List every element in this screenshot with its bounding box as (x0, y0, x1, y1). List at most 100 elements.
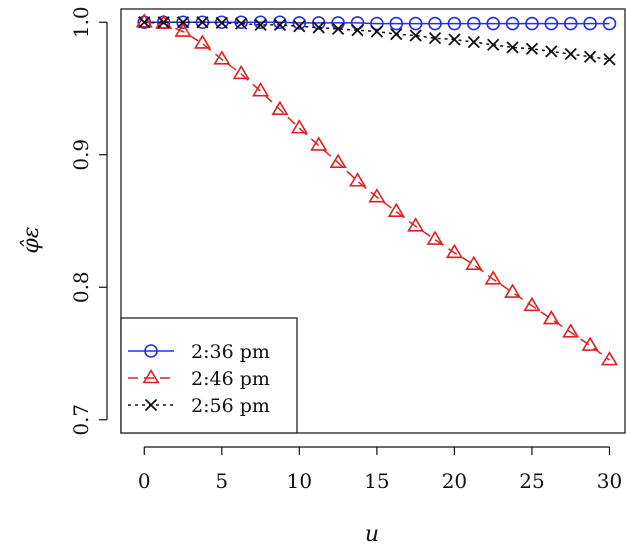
y-tick-label: 0.8 (69, 271, 93, 303)
series-x (138, 16, 616, 66)
data-point-circle (428, 16, 442, 31)
data-point-x-stroke (144, 398, 158, 412)
x-tick-label: 15 (364, 469, 389, 493)
data-point-circle (292, 16, 307, 30)
data-point-x-stroke (293, 20, 306, 33)
data-point-circle (350, 16, 365, 30)
data-point-triangle (523, 296, 541, 312)
series-line (144, 21, 610, 361)
data-point-triangle (142, 368, 160, 384)
data-point-x-stroke (254, 18, 267, 32)
data-point-x-stroke (448, 33, 461, 46)
data-point-x-stroke (487, 38, 500, 51)
x-axis-label: u (365, 522, 379, 547)
series-triangle (135, 13, 619, 366)
data-point-circle (486, 16, 500, 31)
data-point-triangle (562, 323, 580, 338)
data-point-x-stroke (545, 45, 558, 58)
data-point-x (603, 53, 616, 66)
data-point-circle (447, 16, 462, 31)
data-point-x-stroke (215, 16, 228, 30)
x-tick-label: 10 (287, 469, 312, 493)
data-point-circle (583, 16, 597, 31)
data-point-triangle (581, 336, 599, 351)
data-point-circle (234, 15, 248, 30)
legend-label: 2:56 pm (191, 395, 270, 417)
data-point-x (312, 21, 325, 34)
y-tick-label: 0.7 (69, 404, 93, 436)
data-point-circle (602, 16, 617, 31)
data-point-x (196, 16, 209, 29)
data-point-circle (273, 15, 287, 30)
data-point-circle (505, 16, 520, 31)
data-point-x-stroke (583, 50, 597, 63)
data-point-triangle (329, 153, 347, 168)
data-point-x (370, 25, 384, 38)
data-point-triangle (600, 351, 619, 366)
data-point-x (583, 50, 597, 63)
data-point-triangle (542, 309, 560, 325)
data-point-x (487, 38, 500, 51)
data-point-x (428, 32, 442, 45)
data-point-x-stroke (351, 24, 364, 37)
data-point-x-stroke (196, 16, 209, 29)
data-point-x (448, 33, 461, 46)
data-point-x-stroke (138, 16, 151, 29)
data-point-triangle (252, 82, 270, 97)
data-point-triangle (232, 64, 250, 80)
legend-label: 2:46 pm (191, 368, 270, 390)
data-point-triangle (465, 255, 483, 271)
data-point-x (564, 47, 577, 61)
data-point-x (525, 42, 539, 55)
data-point-x (144, 398, 158, 412)
data-point-x-stroke (390, 28, 403, 41)
legend: 2:36 pm 2:46 pm 2:56 pm (120, 317, 298, 434)
data-point-triangle (504, 283, 522, 298)
data-point-circle (408, 16, 423, 31)
axes: 0 5 10 15 20 25 30 0.7 0.8 0.9 1.0 (69, 6, 622, 493)
data-point-x (390, 28, 403, 41)
y-tick-label: 1.0 (69, 6, 93, 38)
data-point-x (467, 35, 480, 49)
data-point-triangle (193, 34, 211, 49)
x-tick-label: 0 (138, 469, 151, 493)
data-point-x (351, 24, 364, 37)
y-axis-label: φ̂ε (19, 226, 44, 253)
data-point-x-stroke (525, 42, 539, 55)
data-point-circle (389, 16, 404, 31)
data-point-x (545, 45, 558, 58)
data-point-circle (311, 16, 326, 30)
y-tick-label: 0.9 (69, 139, 93, 171)
data-point-x-stroke (273, 18, 287, 32)
data-point-circle (466, 16, 481, 31)
data-point-circle (563, 16, 578, 31)
data-point-x (273, 18, 287, 32)
series-layer (135, 13, 619, 366)
data-point-x (331, 22, 345, 36)
data-point-circle (544, 16, 559, 31)
data-point-triangle (271, 100, 289, 115)
data-point-triangle (484, 270, 502, 285)
data-point-triangle (135, 13, 153, 28)
data-point-x-stroke (370, 25, 384, 38)
data-point-triangle (290, 119, 308, 134)
legend-box (120, 317, 298, 434)
data-point-triangle (426, 230, 444, 245)
data-point-x (176, 16, 190, 29)
data-point-circle (525, 16, 539, 31)
data-point-triangle (445, 243, 463, 259)
data-point-x-stroke (467, 35, 480, 49)
series-line (144, 21, 610, 25)
x-tick-label: 5 (215, 469, 228, 493)
data-point-x-stroke (235, 17, 248, 30)
data-point-x-stroke (506, 41, 519, 54)
data-point-x-stroke (176, 16, 190, 29)
data-point-x (235, 17, 248, 30)
x-tick-label: 20 (442, 469, 467, 493)
data-point-circle (144, 344, 158, 358)
x-tick-label: 25 (519, 469, 544, 493)
x-tick-label: 30 (597, 469, 622, 493)
data-point-circle (253, 15, 268, 30)
data-point-x (506, 41, 519, 54)
